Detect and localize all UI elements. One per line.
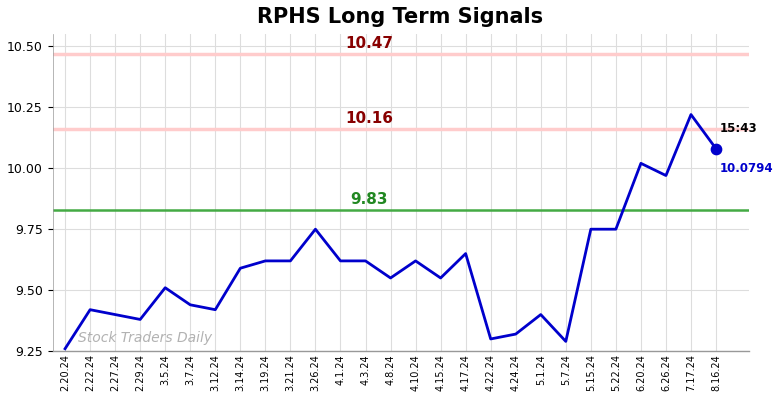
Text: 10.47: 10.47	[345, 36, 394, 51]
Title: RPHS Long Term Signals: RPHS Long Term Signals	[257, 7, 543, 27]
Text: 10.16: 10.16	[345, 111, 394, 126]
Text: 10.0794: 10.0794	[720, 162, 773, 175]
Text: 9.83: 9.83	[350, 192, 388, 207]
Text: 15:43: 15:43	[720, 122, 757, 135]
Text: Stock Traders Daily: Stock Traders Daily	[78, 331, 212, 345]
Point	[710, 146, 722, 152]
